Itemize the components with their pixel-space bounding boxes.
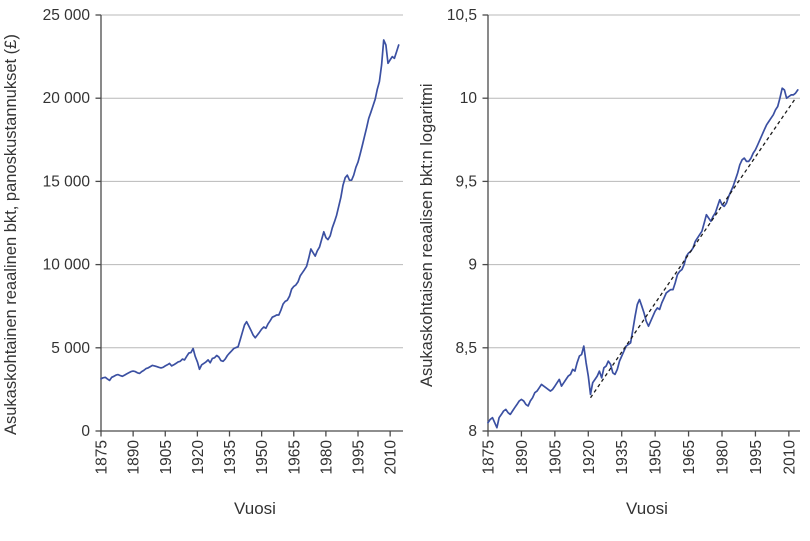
x-tick-label: 1950: [254, 440, 271, 475]
x-tick-label: 1980: [715, 440, 732, 475]
series-line: [100, 39, 400, 382]
x-tick-label: 1935: [222, 440, 239, 474]
x-tick-label: 1890: [126, 440, 143, 475]
y-tick-label: 15 000: [43, 173, 91, 190]
x-tick-label: 1995: [351, 440, 368, 474]
y-tick-label: 8: [468, 423, 477, 440]
y-tick-label: 10: [460, 90, 478, 107]
y-tick-label: 20 000: [43, 90, 91, 107]
x-tick-label: 1995: [748, 440, 765, 474]
chart-gdp-level: 0 5 000 10 000 15 000 20 000 25 000 1875 1890 19…: [43, 7, 403, 474]
x-tick-label: 1965: [681, 440, 698, 474]
right-y-axis-label: Asukaskohtaisen reaalisen bkt:n logaritm…: [418, 83, 436, 387]
trend-line: [589, 97, 797, 399]
x-tick-label: 1890: [514, 440, 531, 475]
y-tick-label: 25 000: [43, 7, 91, 24]
x-tick-label: 2010: [383, 440, 400, 475]
y-tick-label: 10,5: [447, 7, 477, 24]
y-tick-label: 5 000: [51, 340, 90, 357]
chart-gdp-log: 8 8,5 9 9,5 10 10,5 1875 1890 1905 1920 1935 1950 19…: [447, 7, 800, 474]
left-x-axis-label: Vuosi: [234, 499, 276, 518]
x-tick-label: 1905: [158, 440, 175, 474]
left-y-axis-label: Asukaskohtainen reaalinen bkt, panoskust…: [2, 34, 20, 436]
x-tick-label: 1950: [648, 440, 665, 475]
y-tick-label: 10 000: [43, 257, 91, 274]
y-tick-label: 9: [468, 257, 477, 274]
x-tick-label: 1875: [481, 440, 498, 474]
x-tick-label: 1965: [286, 440, 303, 474]
x-tick-label: 1935: [614, 440, 631, 474]
right-x-axis-label: Vuosi: [626, 499, 668, 518]
y-tick-label: 0: [81, 423, 90, 440]
y-tick-label: 8,5: [455, 340, 477, 357]
x-tick-label: 1905: [547, 440, 564, 474]
x-tick-label: 1920: [190, 440, 207, 475]
x-tick-label: 2010: [781, 440, 798, 475]
x-tick-label: 1875: [94, 440, 111, 474]
x-tick-label: 1980: [318, 440, 335, 475]
series-line: [487, 87, 799, 429]
y-tick-label: 9,5: [455, 173, 477, 190]
x-tick-label: 1920: [581, 440, 598, 475]
axes: [487, 15, 800, 432]
